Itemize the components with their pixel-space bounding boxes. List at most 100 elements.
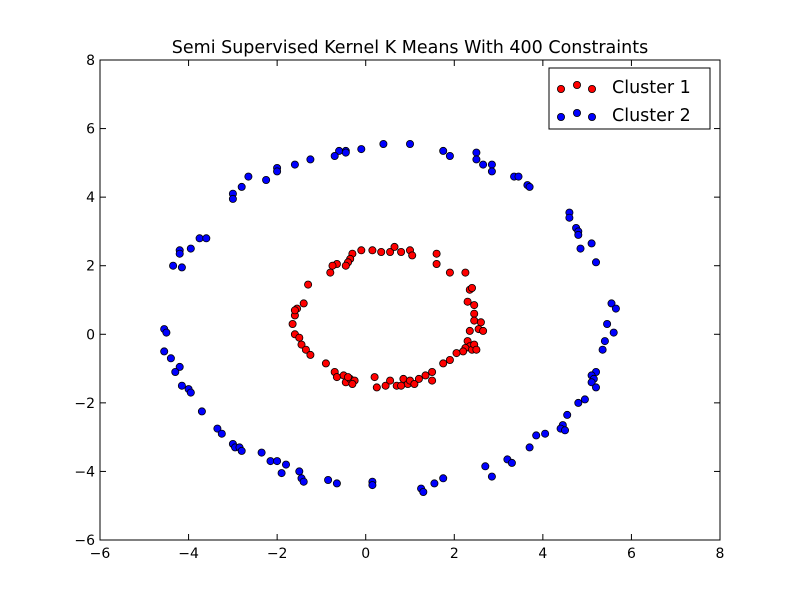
cluster-2-point (299, 477, 308, 486)
cluster-2-point (244, 172, 253, 181)
cluster-1-point (295, 333, 304, 342)
cluster-2-point (266, 457, 275, 466)
cluster-2-point (611, 304, 620, 313)
cluster-2-point (195, 234, 204, 243)
cluster-2-point (439, 146, 448, 155)
cluster-1-point (445, 268, 454, 277)
cluster-2-point (379, 139, 388, 148)
cluster-1-point (408, 251, 417, 260)
cluster-2-point (487, 160, 496, 169)
cluster-2-point (600, 337, 609, 346)
cluster-1-point (370, 373, 379, 382)
cluster-2-point (525, 443, 534, 452)
plot-frame (99, 59, 721, 541)
cluster-2-point (580, 395, 589, 404)
cluster-2-point (368, 481, 377, 490)
cluster-2-point (532, 431, 541, 440)
cluster-2-point (439, 474, 448, 483)
cluster-2-point (237, 182, 246, 191)
cluster-2-point (237, 446, 246, 455)
cluster-2-point (171, 367, 180, 376)
cluster-2-point (481, 462, 490, 471)
cluster-2-point (177, 263, 186, 272)
cluster-1-point (465, 326, 474, 335)
cluster-2-point (228, 194, 237, 203)
cluster-2-point (290, 160, 299, 169)
legend-marker-cluster-1 (573, 81, 582, 90)
cluster-2-point (592, 383, 601, 392)
cluster-2-point (592, 258, 601, 267)
cluster-1-point (452, 349, 461, 358)
cluster-2-point (607, 299, 616, 308)
x-tick-label: 6 (627, 546, 636, 562)
cluster-1-point (357, 246, 366, 255)
legend: Cluster 1 Cluster 2 (548, 67, 711, 130)
cluster-2-point (514, 172, 523, 181)
cluster-1-point (414, 374, 423, 383)
cluster-1-point (421, 371, 430, 380)
cluster-1-point (386, 376, 395, 385)
cluster-2-point (472, 155, 481, 164)
cluster-1-point (301, 345, 310, 354)
cluster-2-point (202, 234, 211, 243)
cluster-2-point (405, 139, 414, 148)
cluster-1-point (445, 355, 454, 364)
legend-marker-cluster-2 (557, 113, 566, 122)
x-tick-label: −4 (178, 546, 199, 562)
x-tick-label: 2 (450, 546, 459, 562)
legend-label-cluster-2: Cluster 2 (612, 106, 691, 126)
cluster-2-point (561, 426, 570, 435)
cluster-1-point (348, 379, 357, 388)
cluster-1-point (463, 297, 472, 306)
cluster-2-point (507, 458, 516, 467)
cluster-1-point (470, 316, 479, 325)
cluster-2-point (565, 213, 574, 222)
cluster-2-point (574, 398, 583, 407)
cluster-2-point (479, 160, 488, 169)
cluster-1-point (439, 359, 448, 368)
cluster-1-point (386, 247, 395, 256)
legend-marker-cluster-1 (588, 85, 597, 94)
cluster-1-point (470, 309, 479, 318)
cluster-2-point (186, 388, 195, 397)
cluster-1-point (432, 249, 441, 258)
cluster-2-point (598, 345, 607, 354)
cluster-1-point (397, 247, 406, 256)
legend-marker-cluster-1 (557, 85, 566, 94)
cluster-1-point (432, 259, 441, 268)
cluster-2-point (273, 167, 282, 176)
cluster-1-point (290, 306, 299, 315)
x-tick-label: −6 (90, 546, 111, 562)
cluster-1-point (297, 340, 306, 349)
cluster-2-point (609, 328, 618, 337)
cluster-2-point (574, 230, 583, 239)
cluster-2-point (330, 151, 339, 160)
cluster-1-point (341, 261, 350, 270)
cluster-2-point (419, 487, 428, 496)
cluster-2-point (177, 381, 186, 390)
axis-ticks: −6 −4 −2 0 2 4 6 8 −6 −4 −2 0 2 4 6 8 (74, 53, 724, 562)
cluster-1-point (321, 359, 330, 368)
cluster-2-point (186, 244, 195, 253)
cluster-2-point (277, 469, 286, 478)
cluster-2-point (257, 448, 266, 457)
cluster-1-point (459, 347, 468, 356)
cluster-2-point (576, 244, 585, 253)
y-tick-label: −6 (74, 533, 95, 549)
y-tick-label: 4 (86, 190, 95, 206)
cluster-1-point (410, 379, 419, 388)
cluster-1-point (390, 242, 399, 251)
cluster-2-point (162, 328, 171, 337)
cluster-1-point (368, 246, 377, 255)
x-tick-label: 4 (538, 546, 547, 562)
cluster-1-point (467, 283, 476, 292)
cluster-1-point (328, 261, 337, 270)
cluster-1-point (288, 319, 297, 328)
cluster-2-point (541, 429, 550, 438)
y-tick-label: 8 (86, 53, 95, 69)
cluster-1-point (472, 345, 481, 354)
cluster-1-point (304, 280, 313, 289)
cluster-1-point (306, 350, 315, 359)
cluster-1-point (372, 383, 381, 392)
